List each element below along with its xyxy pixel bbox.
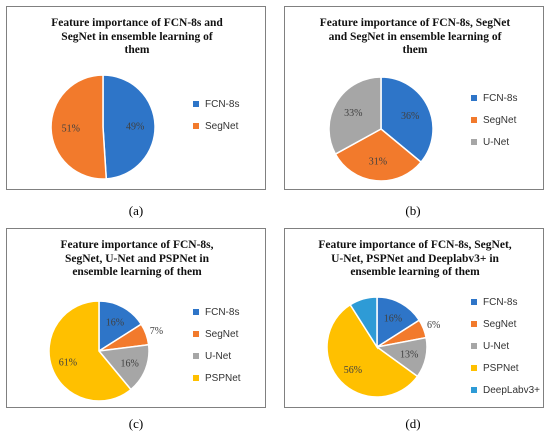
legend-label: PSPNet: [483, 362, 519, 374]
legend-swatch: [471, 95, 477, 101]
chart-title-a-line-1: Feature importance of FCN-8s and: [51, 17, 223, 29]
legend-item-deeplabv3-: DeepLabv3+: [471, 379, 540, 401]
data-label-segnet: 7%: [150, 326, 163, 337]
chart-title-a-line-2: SegNet in ensemble learning of: [61, 30, 213, 43]
chart-title-d-line-2: U-Net, PSPNet and Deeplabv3+ in: [331, 252, 499, 265]
data-label-fcn-8s: 16%: [384, 314, 402, 325]
legend-swatch: [471, 299, 477, 305]
legend-label: FCN-8s: [483, 92, 518, 104]
legend-item-fcn-8s: FCN-8s: [193, 93, 239, 115]
legend-label: U-Net: [483, 340, 510, 352]
legend-swatch: [193, 123, 199, 129]
legend-c: FCN-8s SegNet U-Net PSPNet: [193, 301, 241, 389]
legend-a: FCN-8s SegNet: [193, 93, 239, 137]
legend-item-fcn-8s: FCN-8s: [471, 87, 517, 109]
pie-chart-c: 16% 7% 16% 61%: [48, 300, 163, 402]
legend-item-fcn-8s: FCN-8s: [471, 291, 540, 313]
chart-title-b: Feature importance of FCN-8s, SegNet and…: [285, 17, 545, 58]
legend-item-pspnet: PSPNet: [193, 367, 241, 389]
legend-item-pspnet: PSPNet: [471, 357, 540, 379]
chart-panel-d: Feature importance of FCN-8s, SegNet, U-…: [284, 228, 544, 408]
chart-panel-a: Feature importance of FCN-8s and SegNet …: [6, 6, 266, 190]
legend-label: FCN-8s: [483, 296, 518, 308]
legend-label: DeepLabv3+: [483, 384, 540, 396]
legend-swatch: [193, 101, 199, 107]
caption-d: (d): [405, 416, 421, 431]
legend-item-u-net: U-Net: [471, 131, 517, 153]
data-label-u-net: 33%: [344, 108, 362, 119]
pie-slice-segnet: [334, 128, 423, 182]
legend-label: PSPNet: [205, 372, 241, 384]
legend-swatch: [193, 375, 199, 381]
data-label-fcn-8s: 49%: [126, 121, 144, 132]
legend-item-segnet: SegNet: [193, 323, 241, 345]
legend-swatch: [471, 139, 477, 145]
chart-title-d-line-3: ensemble learning of them: [350, 266, 480, 278]
data-label-u-net: 13%: [400, 350, 418, 361]
legend-swatch: [471, 365, 477, 371]
legend-d: FCN-8s SegNet U-Net PSPNet DeepLabv3+: [471, 291, 540, 401]
data-label-fcn-8s: 16%: [106, 318, 124, 329]
legend-item-u-net: U-Net: [193, 345, 241, 367]
legend-swatch: [193, 309, 199, 315]
data-label-segnet: 51%: [62, 124, 80, 135]
pie-slice-deeplabv3-: [349, 296, 378, 350]
legend-b: FCN-8s SegNet U-Net: [471, 87, 517, 153]
legend-label: U-Net: [483, 136, 510, 148]
pie-slice-fcn-8s: [98, 300, 143, 353]
chart-title-d: Feature importance of FCN-8s, SegNet, U-…: [285, 239, 545, 280]
data-label-fcn-8s: 36%: [401, 111, 419, 122]
legend-label: FCN-8s: [205, 306, 240, 318]
pie-chart-a: 49% 51%: [50, 74, 156, 180]
pie-chart-b: 36% 31% 33%: [328, 76, 434, 182]
legend-item-segnet: SegNet: [471, 313, 540, 335]
legend-label: SegNet: [483, 318, 517, 330]
data-label-pspnet: 56%: [344, 365, 362, 376]
pie-slice-fcn-8s: [380, 76, 434, 164]
legend-swatch: [193, 331, 199, 337]
legend-label: SegNet: [483, 114, 517, 126]
pie-slice-pspnet: [326, 303, 419, 398]
chart-title-b-line-2: and SegNet in ensemble learning of: [328, 30, 502, 43]
legend-swatch: [471, 387, 477, 393]
pie-slice-u-net: [328, 76, 382, 156]
chart-title-c-line-1: Feature importance of FCN-8s,: [60, 239, 214, 251]
caption-a: (a): [128, 203, 144, 218]
pie-slice-fcn-8s: [376, 296, 421, 349]
chart-title-b-line-1: Feature importance of FCN-8s, SegNet: [319, 17, 511, 29]
pie-chart-d: 16% 6% 13% 56%: [326, 296, 440, 398]
caption-b: (b): [405, 203, 421, 218]
chart-title-c: Feature importance of FCN-8s, SegNet, U-…: [7, 239, 267, 280]
chart-title-a: Feature importance of FCN-8s and SegNet …: [7, 17, 267, 58]
chart-title-d-line-1: Feature importance of FCN-8s, SegNet,: [318, 239, 512, 251]
data-label-pspnet: 61%: [59, 358, 77, 369]
caption-c: (c): [128, 416, 144, 431]
legend-label: FCN-8s: [205, 98, 240, 110]
legend-item-segnet: SegNet: [193, 115, 239, 137]
chart-title-a-line-3: them: [124, 44, 150, 56]
legend-item-segnet: SegNet: [471, 109, 517, 131]
legend-swatch: [471, 343, 477, 349]
legend-swatch: [471, 117, 477, 123]
pie-slice-pspnet: [48, 300, 132, 402]
legend-swatch: [193, 353, 199, 359]
legend-swatch: [471, 321, 477, 327]
chart-title-b-line-3: them: [402, 44, 428, 56]
legend-item-fcn-8s: FCN-8s: [193, 301, 241, 323]
chart-title-c-line-2: SegNet, U-Net and PSPNet in: [64, 252, 210, 265]
data-label-segnet: 6%: [427, 320, 440, 331]
pie-slice-segnet: [50, 74, 108, 180]
pie-slice-u-net: [97, 343, 150, 391]
legend-label: U-Net: [205, 350, 232, 362]
data-label-u-net: 16%: [121, 359, 139, 370]
legend-label: SegNet: [205, 328, 239, 340]
legend-item-u-net: U-Net: [471, 335, 540, 357]
legend-label: SegNet: [205, 120, 239, 132]
chart-panel-c: Feature importance of FCN-8s, SegNet, U-…: [6, 228, 266, 408]
pie-slice-fcn-8s: [102, 74, 156, 180]
data-label-segnet: 31%: [369, 157, 387, 168]
chart-panel-b: Feature importance of FCN-8s, SegNet and…: [284, 6, 544, 190]
chart-title-c-line-3: ensemble learning of them: [72, 266, 202, 278]
